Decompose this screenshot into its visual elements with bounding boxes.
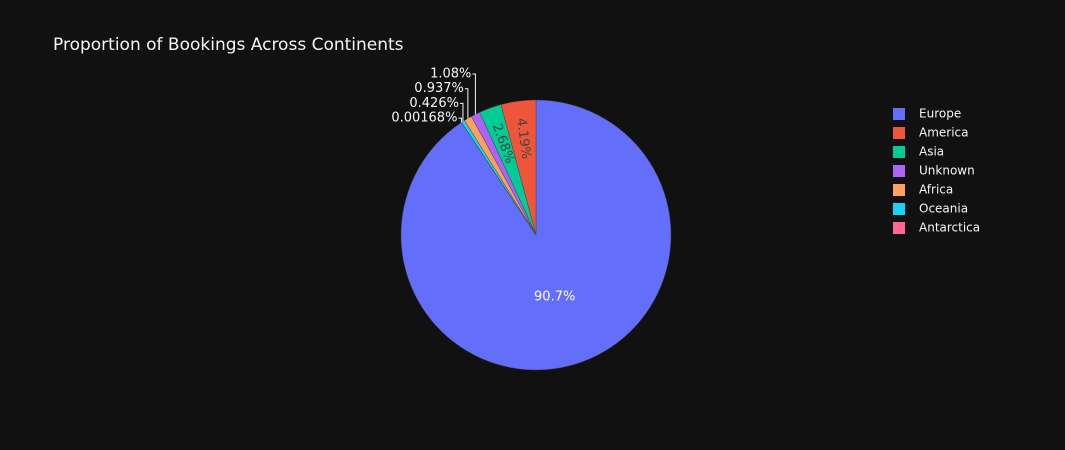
legend-swatch	[893, 222, 905, 234]
legend-label: Asia	[919, 145, 944, 159]
slice-label: 0.00168%	[391, 111, 457, 126]
leader-line	[472, 73, 476, 115]
slice-label: 90.7%	[534, 290, 575, 305]
slice-label: 4.19%	[513, 117, 533, 160]
legend-label: Africa	[919, 183, 953, 197]
slice-label: 0.937%	[414, 81, 464, 96]
legend-swatch	[893, 146, 905, 158]
legend-label: Europe	[919, 107, 961, 121]
slice-label: 1.08%	[430, 67, 471, 82]
legend-label: America	[919, 126, 969, 140]
leader-line	[459, 102, 464, 122]
legend-label: Unknown	[919, 164, 975, 178]
legend-swatch	[893, 184, 905, 196]
pie-slice	[461, 122, 537, 236]
legend-swatch	[893, 165, 905, 177]
slice-label: 0.426%	[409, 96, 459, 111]
legend-swatch	[893, 108, 905, 120]
chart-title: Proportion of Bookings Across Continents	[53, 35, 404, 55]
legend-swatch	[893, 203, 905, 215]
legend-label: Antarctica	[919, 221, 980, 235]
legend-label: Oceania	[919, 202, 968, 216]
leader-line	[464, 88, 469, 119]
leader-line	[458, 117, 462, 123]
legend-swatch	[893, 127, 905, 139]
